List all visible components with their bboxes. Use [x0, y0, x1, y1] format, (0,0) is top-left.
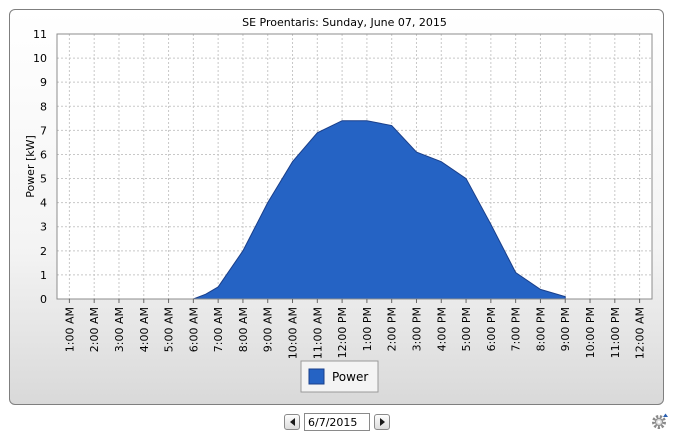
x-tick-label: 10:00 PM	[584, 307, 597, 358]
x-tick-label: 9:00 PM	[559, 307, 572, 351]
x-tick-label: 11:00 PM	[609, 307, 622, 358]
y-tick-label: 5	[40, 173, 47, 186]
y-tick-label: 1	[40, 269, 47, 282]
power-area	[193, 120, 566, 300]
x-tick-label: 9:00 AM	[262, 307, 275, 352]
x-tick-label: 7:00 AM	[212, 307, 225, 352]
previous-day-button[interactable]	[284, 414, 300, 430]
x-tick-label: 2:00 AM	[88, 307, 101, 352]
y-tick-label: 2	[40, 245, 47, 258]
x-tick-label: 12:00 AM	[634, 307, 647, 359]
x-tick-label: 1:00 PM	[361, 307, 374, 351]
x-tick-label: 6:00 AM	[187, 307, 200, 352]
x-tick-label: 1:00 AM	[63, 307, 76, 352]
x-tick-label: 5:00 PM	[460, 307, 473, 351]
y-tick-label: 6	[40, 148, 47, 161]
x-tick-label: 3:00 PM	[410, 307, 423, 351]
plot-frame	[56, 33, 653, 300]
arrow-right-icon	[379, 418, 385, 426]
y-tick-label: 8	[40, 100, 47, 113]
y-tick-label: 4	[40, 197, 47, 210]
y-tick-label: 7	[40, 124, 47, 137]
gear-icon[interactable]	[651, 412, 669, 430]
arrow-left-icon	[289, 418, 295, 426]
x-tick-label: 10:00 AM	[287, 307, 300, 359]
x-tick-label: 3:00 AM	[113, 307, 126, 352]
legend-swatch	[308, 368, 325, 385]
x-tick-label: 4:00 PM	[435, 307, 448, 351]
y-tick-label: 11	[33, 28, 47, 41]
x-tick-label: 5:00 AM	[163, 307, 176, 352]
y-tick-label: 9	[40, 76, 47, 89]
x-tick-label: 7:00 PM	[510, 307, 523, 351]
y-tick-label: 3	[40, 221, 47, 234]
x-tick-label: 6:00 PM	[485, 307, 498, 351]
x-tick-label: 12:00 PM	[336, 307, 349, 358]
x-tick-label: 2:00 PM	[386, 307, 399, 351]
legend-label: Power	[332, 370, 368, 384]
y-tick-label: 10	[33, 52, 47, 65]
y-axis-label: Power [kW]	[24, 135, 37, 198]
y-tick-label: 0	[40, 293, 47, 306]
x-tick-label: 8:00 AM	[237, 307, 250, 352]
date-navigator	[284, 412, 390, 432]
date-input[interactable]	[304, 413, 370, 431]
next-day-button[interactable]	[374, 414, 390, 430]
x-tick-label: 11:00 AM	[311, 307, 324, 359]
x-tick-label: 8:00 PM	[534, 307, 547, 351]
chart-title: SE Proentaris: Sunday, June 07, 2015	[242, 16, 447, 29]
x-tick-label: 4:00 AM	[138, 307, 151, 352]
